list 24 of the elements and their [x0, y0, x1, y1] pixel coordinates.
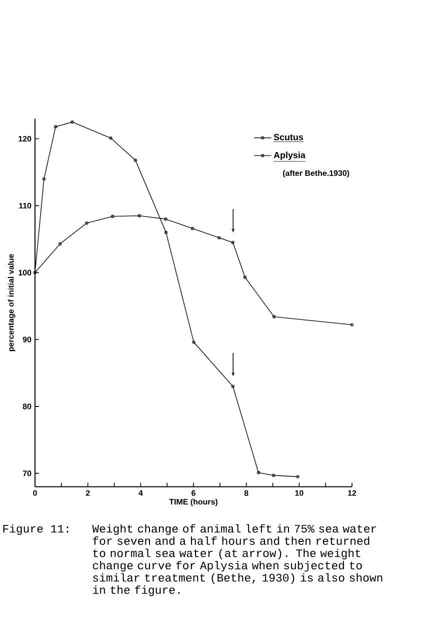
point — [164, 230, 168, 234]
point — [190, 226, 194, 230]
point — [272, 474, 276, 477]
point — [192, 340, 196, 344]
point — [58, 242, 62, 246]
text: Weight change of animal left in 75% sea water for seven and a half hours and then returned to normal sea water (at arrow). The weight change curve for Aplysia when subjected to similar treatment (Bethe, 1930) is also shown in the figure. — [92, 524, 382, 596]
point — [109, 136, 112, 140]
legend-label: Scutus — [274, 134, 304, 140]
point — [231, 240, 234, 244]
point — [256, 471, 260, 474]
point — [70, 120, 74, 124]
point — [272, 315, 276, 318]
point — [134, 158, 137, 162]
point — [164, 217, 168, 221]
caption: Figure 11: — [3, 524, 68, 535]
point — [218, 236, 221, 240]
legend-label: Aplysia — [274, 152, 306, 160]
point — [42, 177, 46, 181]
point — [138, 214, 141, 218]
point — [111, 214, 114, 218]
point — [54, 125, 58, 128]
point — [243, 276, 247, 279]
point — [231, 384, 234, 388]
point — [85, 221, 88, 225]
